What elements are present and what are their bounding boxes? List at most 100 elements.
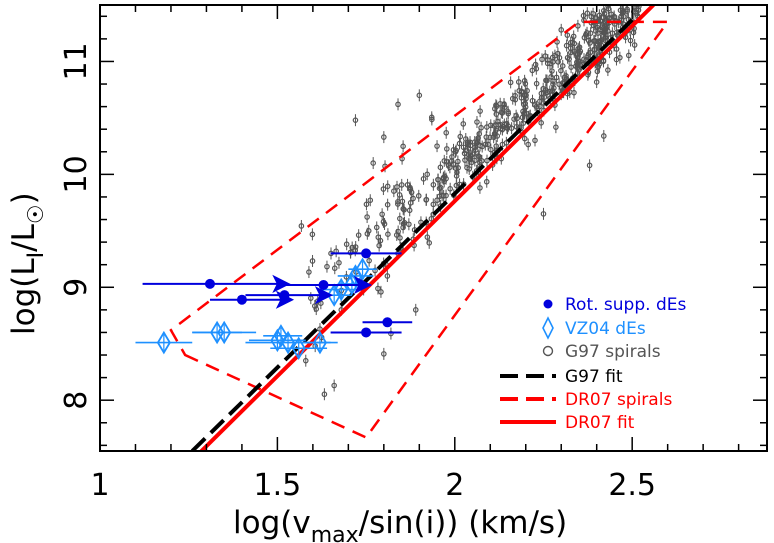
g97-point [509,95,516,102]
g97-point [605,67,611,73]
g97-point [585,37,592,44]
vz04-point [217,320,232,345]
g97-point [401,219,408,226]
g97-point [585,52,591,59]
g97-point [520,120,527,126]
plot-content [135,0,671,451]
g97-point [400,206,407,212]
dr07-spirals-polygon [169,20,671,440]
y-axis-title: log(LI/L☉) [6,192,49,335]
vz04-point [355,257,370,281]
vz04-point [273,324,288,348]
g97-point [544,60,551,67]
g97-point [437,164,444,171]
g97-point [381,351,387,357]
g97-point [584,10,591,16]
rot-supp-point [318,280,329,291]
g97-point [514,115,520,122]
g97-point [586,162,593,169]
g97-point [309,258,316,264]
g97-point [352,244,359,250]
g97-point [453,173,460,179]
g97-point [400,143,406,150]
g97-point [441,173,448,180]
g97-point [490,134,497,141]
g97-point [401,206,407,213]
g97-point [420,176,427,182]
y-tick-label: 10 [59,155,94,193]
g97-point [472,147,479,153]
g97-point [474,119,480,125]
g97-point [551,85,557,91]
g97-point [331,382,337,389]
g97-point [437,184,444,191]
g97-point [363,201,370,208]
g97-point [569,39,576,46]
g97-point [331,265,338,272]
g97-point [406,207,413,214]
g97-point [460,121,467,127]
g97-point [498,109,505,116]
g97-point [513,123,520,130]
rot-supp-arrow [272,274,291,294]
g97-point [600,58,607,65]
g97-point [623,0,627,2]
g97-point [443,129,450,136]
g97-point [324,263,330,270]
g97-point [483,134,490,140]
g97-point [600,7,607,14]
g97-point [311,303,318,309]
g97-point [625,52,632,59]
g97-point [367,197,374,204]
g97-point [485,141,491,148]
g97-point [464,164,470,171]
g97-point [521,135,528,142]
g97-point [408,189,415,196]
g97-point [313,306,320,312]
g97-point [599,24,605,30]
rot-supp-point [361,327,372,338]
g97-point [600,133,607,139]
g97-point [592,37,598,44]
g97-point [379,211,385,218]
g97-point [501,104,508,111]
g97-point [559,63,566,69]
g97-point [385,231,391,238]
g97-point [631,42,638,48]
g97-point [447,185,453,192]
g97-point [575,45,581,52]
x-tick-label: 1.5 [254,468,302,503]
g97-point [491,130,498,137]
g97-point [434,143,440,149]
y-tick-label: 11 [59,42,94,80]
g97-point [611,13,617,20]
g97-point [364,230,371,237]
g97-point [522,80,529,87]
vz04-point [156,330,171,355]
rot-supp-arrow [314,286,334,305]
g97-point [594,68,601,75]
g97-point [540,211,547,217]
g97-point [563,42,570,49]
g97-point [523,92,529,99]
rot-supp-point [236,294,247,305]
g97-point [515,79,522,85]
g97-point [522,104,529,110]
g97-point [457,133,464,140]
g97-point [366,257,372,264]
g97-point [505,110,512,117]
g97-point [430,201,437,208]
g97-point [593,28,599,34]
g97-point [443,192,449,199]
g97-point [384,201,391,208]
g97-point [596,12,603,19]
g97-point [635,0,639,3]
g97-point [462,157,468,163]
g97-point [424,171,431,178]
vz04-point [312,330,328,355]
g97-point [513,112,519,119]
g97-point [497,121,503,128]
rot-supp-point [279,290,290,301]
g97-point [591,46,598,53]
g97-point [436,193,443,200]
